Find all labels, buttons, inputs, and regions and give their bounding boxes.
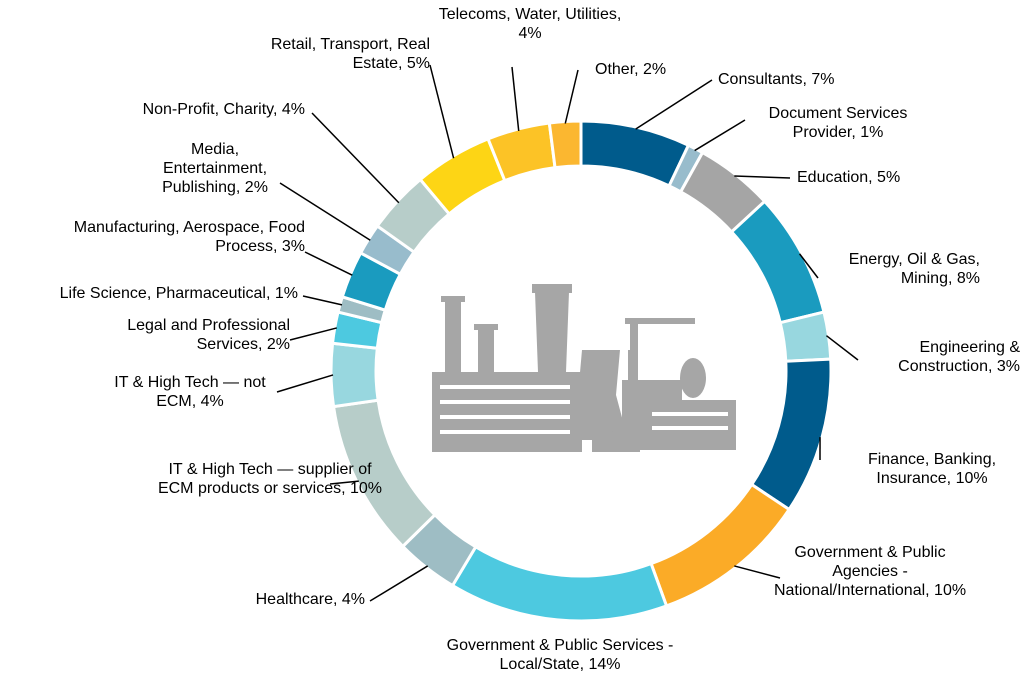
donut-slice [547, 119, 583, 170]
donut-slice [749, 357, 833, 512]
donut-slice [329, 341, 380, 409]
leader-line [635, 79, 713, 130]
leader-line [311, 112, 400, 204]
slice-label: Legal and Professional Services, 2% [127, 317, 290, 353]
slice-label: Healthcare, 4% [255, 591, 365, 608]
leader-line [694, 119, 746, 152]
leader-line [734, 565, 781, 579]
donut-slice [729, 199, 826, 325]
leader-line [304, 251, 353, 276]
slice-label: Energy, Oil & Gas, Mining, 8% [848, 251, 980, 287]
leader-line [276, 374, 334, 393]
leader-line [564, 69, 579, 124]
leader-line [511, 66, 520, 132]
leader-line [329, 480, 359, 485]
leader-line [429, 64, 455, 159]
slice-label: Non-Profit, Charity, 4% [142, 101, 305, 118]
donut-slice [778, 310, 833, 363]
donut-slice [450, 544, 669, 623]
slice-label: Education, 5% [797, 169, 901, 186]
leader-line [279, 182, 371, 241]
leader-line [302, 295, 343, 306]
leader-line [289, 327, 337, 341]
slice-label: Government & Public Agencies - National/… [773, 544, 967, 599]
slice-label: IT & High Tech — not ECM, 4% [114, 374, 266, 410]
slice-label: Engineering & Construction, 3% [898, 339, 1020, 375]
leader-line [369, 565, 429, 602]
slice-label: Retail, Transport, Real Estate, 5% [270, 36, 430, 72]
slice-label: Consultants, 7% [718, 71, 835, 88]
slice-label: Telecoms, Water, Utilities, 4% [438, 6, 622, 42]
leader-line [826, 335, 859, 361]
slice-label: Finance, Banking, Insurance, 10% [867, 451, 997, 487]
slice-label: Life Science, Pharmaceutical, 1% [59, 285, 298, 302]
slice-label: IT & High Tech — supplier of ECM product… [157, 461, 383, 497]
slice-label: Other, 2% [595, 61, 667, 78]
slice-label: Document Services Provider, 1% [768, 105, 908, 141]
icon-windows [440, 385, 728, 434]
slice-label: Media, Entertainment, Publishing, 2% [162, 141, 268, 196]
leader-line [734, 175, 791, 179]
leader-line [799, 253, 819, 279]
slice-label: Government & Public Services - Local/Sta… [446, 637, 674, 673]
slice-label: Manufacturing, Aerospace, Food Process, … [73, 219, 305, 255]
